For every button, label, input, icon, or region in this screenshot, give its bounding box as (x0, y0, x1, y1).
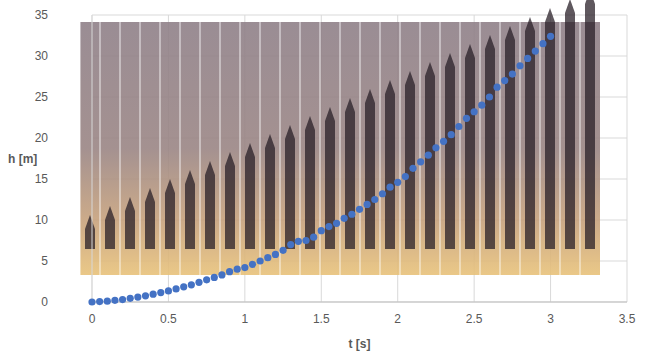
y-axis-title: h [m] (8, 152, 37, 166)
y-axis-line (92, 15, 93, 302)
data-point (310, 234, 317, 241)
data-point (341, 215, 348, 222)
x-tick-label: 3.5 (619, 312, 636, 326)
data-point (371, 196, 378, 203)
data-point (348, 211, 355, 218)
data-point (409, 165, 416, 172)
y-tick-label: 25 (35, 90, 49, 104)
y-tick-label: 5 (41, 254, 48, 268)
data-point (150, 291, 157, 298)
x-tick-label: 2 (394, 312, 401, 326)
data-point (455, 123, 462, 130)
data-point (539, 40, 546, 47)
x-tick-label: 3 (547, 312, 554, 326)
data-point (394, 179, 401, 186)
data-point (486, 93, 493, 100)
data-point (471, 108, 478, 115)
data-point (425, 152, 432, 159)
data-point (509, 70, 516, 77)
chart: 0 0.5 1 1.5 2 2.5 3 3.5 0 5 10 15 20 25 30 35 t [s] h [m] (0, 0, 647, 360)
grid-line (627, 15, 628, 302)
data-point (547, 33, 554, 40)
data-point (218, 271, 225, 278)
x-tick-label: 1 (242, 312, 249, 326)
series (88, 33, 554, 306)
data-point (96, 298, 103, 305)
data-point (501, 77, 508, 84)
data-point (157, 289, 164, 296)
data-point (302, 237, 309, 244)
data-point (532, 47, 539, 54)
data-point (379, 190, 386, 197)
data-point (448, 131, 455, 138)
grid-line (92, 15, 627, 16)
data-point (272, 251, 279, 258)
y-tick-label: 15 (35, 172, 49, 186)
data-point (134, 293, 141, 300)
photo-strip (80, 0, 600, 275)
y-tick-label: 30 (35, 49, 49, 63)
data-point (516, 62, 523, 69)
x-tick-label: 2.5 (466, 312, 483, 326)
data-point (241, 264, 248, 271)
data-point (111, 297, 118, 304)
data-point (524, 55, 531, 62)
data-point (333, 220, 340, 227)
y-tick-label: 35 (35, 8, 49, 22)
data-point (440, 138, 447, 145)
data-point (104, 298, 111, 305)
grid-line (92, 15, 93, 302)
data-point (318, 227, 325, 234)
data-point (279, 247, 286, 254)
data-point (249, 261, 256, 268)
data-point (211, 274, 218, 281)
data-point (364, 201, 371, 208)
data-point (180, 283, 187, 290)
x-axis-line (92, 302, 627, 303)
data-point (295, 238, 302, 245)
data-point (463, 115, 470, 122)
data-point (226, 268, 233, 275)
data-point (493, 84, 500, 91)
y-tick-label: 20 (35, 131, 49, 145)
data-point (264, 254, 271, 261)
data-point (127, 295, 134, 302)
data-point (172, 285, 179, 292)
data-point (142, 292, 149, 299)
data-point (203, 276, 210, 283)
data-point (417, 158, 424, 165)
data-point (432, 144, 439, 151)
data-point (88, 298, 95, 305)
data-point (386, 184, 393, 191)
y-tick-label: 0 (41, 295, 48, 309)
data-point (195, 279, 202, 286)
data-point (188, 281, 195, 288)
grid-line (92, 302, 627, 303)
y-tick-label: 10 (35, 213, 49, 227)
x-tick-label: 0 (89, 312, 96, 326)
data-point (402, 173, 409, 180)
data-point (234, 266, 241, 273)
data-point (325, 223, 332, 230)
data-point (257, 257, 264, 264)
x-tick-label: 0.5 (160, 312, 177, 326)
data-point (356, 206, 363, 213)
data-point (287, 241, 294, 248)
x-tick-label: 1.5 (313, 312, 330, 326)
data-point (165, 287, 172, 294)
x-axis-title: t [s] (349, 337, 371, 351)
data-point (119, 296, 126, 303)
data-point (478, 102, 485, 109)
